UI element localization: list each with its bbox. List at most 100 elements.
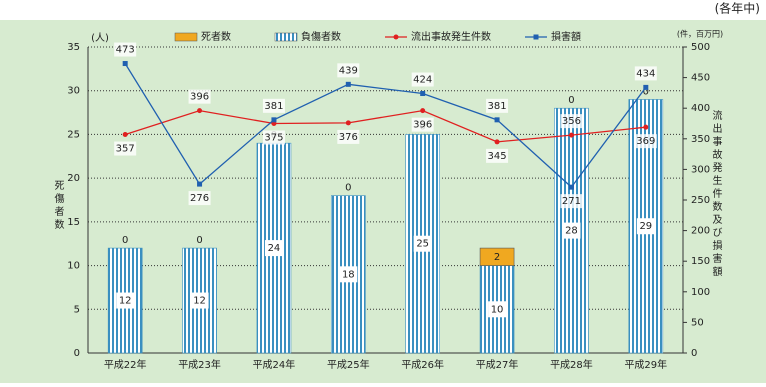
y-label: 死傷者数 — [52, 180, 64, 232]
y2-tick-label: 300 — [691, 164, 710, 175]
y2-tick-label: 200 — [691, 226, 710, 237]
x-tick-label: 平成23年 — [178, 358, 221, 371]
x-tick-label: 平成25年 — [327, 358, 370, 371]
label-box — [411, 72, 434, 87]
line-label: 356 — [562, 116, 581, 127]
line-point — [271, 117, 277, 123]
bar-label: 12 — [193, 296, 206, 307]
bar-label: 0 — [345, 183, 351, 194]
label-box — [114, 42, 137, 57]
label-box — [486, 148, 509, 163]
label-box — [411, 117, 434, 132]
label-box — [486, 98, 509, 113]
x-tick-label: 平成24年 — [253, 358, 296, 371]
bar-label: 24 — [268, 243, 281, 254]
line-point — [643, 124, 649, 130]
y2-tick-label: 250 — [691, 195, 710, 206]
bar-label: 28 — [565, 226, 578, 237]
line-label: 473 — [116, 45, 135, 56]
y-unit: (人) — [91, 32, 109, 44]
y2-tick-label: 150 — [691, 256, 710, 267]
y2-tick-label: 400 — [691, 103, 710, 114]
legend-swatch — [274, 32, 298, 42]
label-box — [562, 222, 581, 239]
line-point — [345, 81, 351, 87]
line-label: 375 — [264, 133, 283, 144]
legend-swatch — [393, 34, 399, 40]
x-tick-label: 平成27年 — [476, 358, 519, 371]
y-tick-label: 20 — [67, 173, 80, 184]
legend-label: 流出事故発生件数 — [411, 30, 491, 43]
line-point — [345, 120, 351, 126]
line-label: 434 — [636, 68, 655, 79]
line-point — [122, 61, 128, 67]
bar-label: 0 — [122, 235, 128, 246]
x-tick-label: 平成28年 — [550, 358, 593, 371]
line-point — [122, 132, 128, 138]
legend-swatch — [174, 32, 198, 42]
label-box — [262, 98, 285, 113]
y-tick-label: 10 — [67, 261, 80, 272]
y2-tick-label: 450 — [691, 73, 710, 84]
bar-label: 12 — [119, 296, 132, 307]
line-label: 271 — [562, 196, 581, 207]
x-tick-label: 平成26年 — [401, 358, 444, 371]
note: (各年中) — [715, 1, 760, 16]
label-box — [488, 301, 507, 318]
line — [124, 109, 646, 143]
y2-tick-label: 500 — [691, 42, 710, 53]
label-box — [190, 292, 209, 309]
bar-label: 0 — [643, 86, 649, 97]
y-tick-label: 25 — [67, 129, 80, 140]
line-label: 276 — [190, 193, 209, 204]
legend-label: 死者数 — [201, 30, 231, 43]
line-point — [643, 84, 649, 90]
bar — [479, 247, 515, 266]
bar-label: 29 — [639, 221, 652, 232]
y-tick-label: 30 — [67, 86, 80, 97]
line-label: 381 — [264, 101, 283, 112]
y2-tick-label: 50 — [691, 317, 704, 328]
line-point — [494, 117, 500, 123]
y-tick-label: 35 — [67, 42, 80, 53]
label-box — [560, 114, 583, 129]
legend-label: 負傷者数 — [301, 30, 341, 43]
y2-tick-label: 0 — [691, 348, 697, 359]
x-tick-label: 平成29年 — [624, 358, 667, 371]
y2-tick-label: 350 — [691, 134, 710, 145]
line-label: 369 — [636, 136, 655, 147]
line-label: 376 — [339, 132, 358, 143]
label-box — [188, 89, 211, 104]
line — [124, 63, 647, 189]
label-box — [636, 218, 655, 235]
line-label: 396 — [190, 92, 209, 103]
line-label: 424 — [413, 75, 432, 86]
y2-label: 流出事故発生件数及び損害額 — [710, 109, 722, 279]
y2-unit: (件，百万円) — [677, 29, 723, 39]
y2-tick-label: 100 — [691, 287, 710, 298]
line-label: 345 — [488, 151, 507, 162]
label-box — [188, 191, 211, 206]
label-box — [560, 194, 583, 209]
bar-label: 0 — [568, 95, 574, 106]
label-box — [634, 134, 657, 149]
label-box — [634, 66, 657, 81]
label-box — [114, 141, 137, 156]
label-box — [413, 235, 432, 252]
label-box — [116, 292, 135, 309]
x-tick-label: 平成22年 — [104, 358, 147, 371]
y-tick-label: 15 — [67, 217, 80, 228]
label-box — [264, 240, 283, 257]
bar-label: 10 — [491, 304, 504, 315]
legend-swatch — [533, 34, 539, 40]
label-box — [337, 63, 360, 78]
bar-label: 0 — [196, 235, 202, 246]
label-box — [339, 266, 358, 283]
line-point — [197, 181, 203, 187]
bar-label: 25 — [416, 239, 429, 250]
label-box — [337, 129, 360, 144]
y-tick-label: 0 — [74, 348, 80, 359]
line-point — [568, 184, 574, 190]
line-label: 357 — [116, 144, 135, 155]
